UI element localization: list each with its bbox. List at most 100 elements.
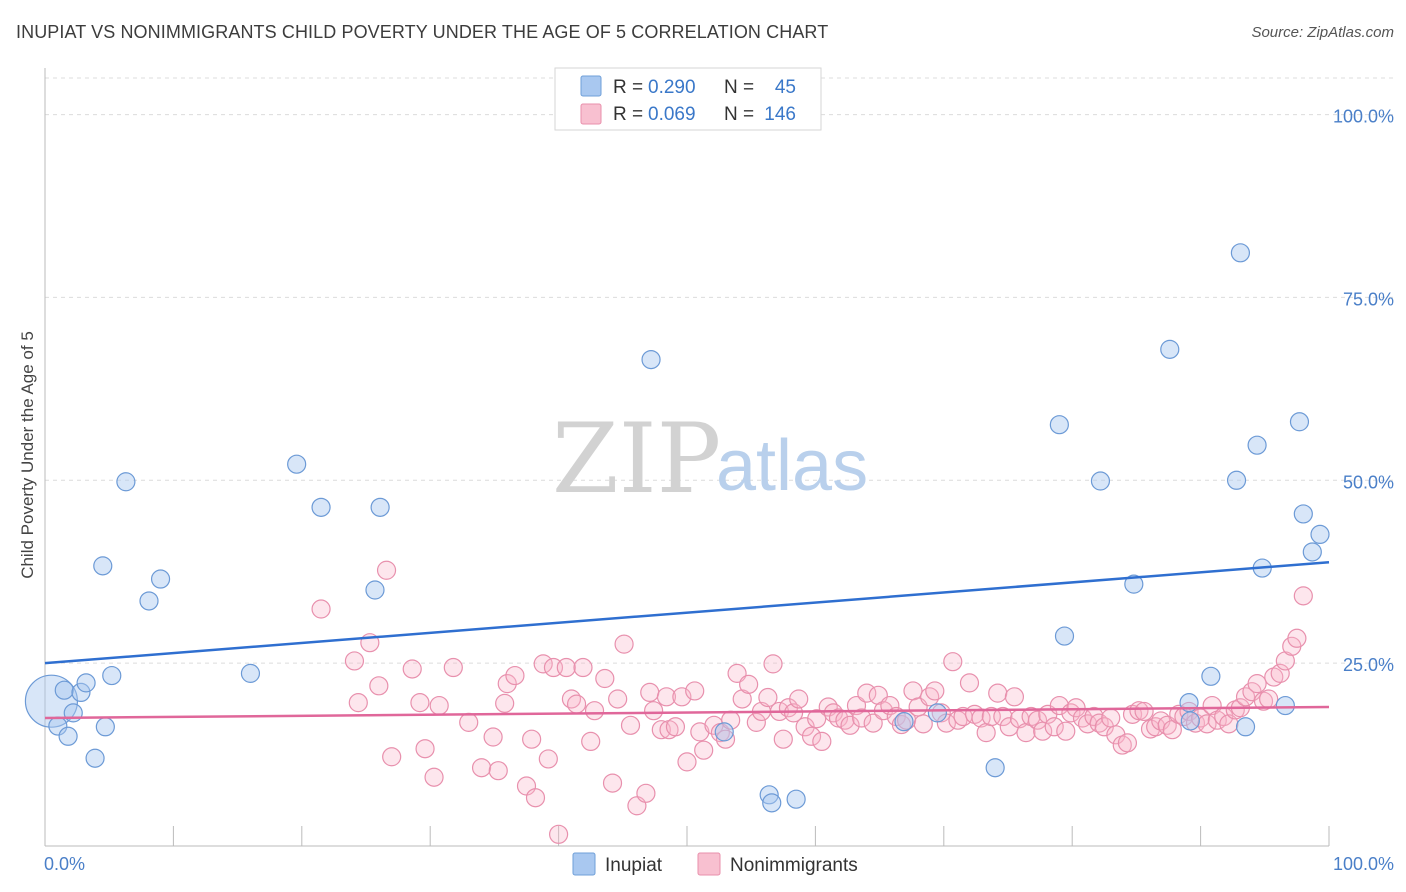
legend-r-label-nonimmigrants: R =: [613, 104, 643, 125]
grid-layer: 25.0% 50.0% 75.0% 100.0%: [45, 77, 1394, 675]
watermark-atlas: atlas: [716, 426, 868, 506]
nonimmigrants-point: [644, 701, 664, 721]
nonimmigrants-point: [608, 689, 628, 709]
nonimmigrants-point: [857, 683, 877, 703]
legend-n-label-nonimmigrants: N =: [724, 104, 754, 125]
nonimmigrants-point: [1293, 586, 1313, 606]
nonimmigrants-point: [1129, 701, 1149, 721]
nonimmigrants-point: [1134, 701, 1154, 722]
y-axis-label: Child Poverty Under the Age of 5: [18, 331, 37, 579]
nonimmigrants-point: [581, 731, 601, 752]
nonimmigrants-point: [694, 740, 714, 760]
nonimmigrants-point: [976, 723, 996, 743]
nonimmigrants-point: [1101, 708, 1121, 728]
inupiat-point: [76, 673, 96, 693]
bottom-legend-inupiat: Inupiat: [605, 855, 663, 876]
inupiat-point: [1124, 574, 1144, 594]
inupiat-point: [1247, 435, 1267, 455]
y-tick-label: 75.0%: [1343, 289, 1394, 309]
nonimmigrants-point: [773, 729, 793, 749]
nonimmigrants-point: [382, 747, 402, 767]
bottom-legend-nonimmigrants: Nonimmigrants: [730, 855, 858, 876]
nonimmigrants-point: [415, 739, 435, 759]
nonimmigrants-point: [999, 717, 1019, 737]
nonimmigrants-point: [863, 713, 883, 733]
trend-lines: [44, 560, 1330, 720]
nonimmigrants-point: [495, 693, 515, 713]
nonimmigrants-point: [1287, 628, 1307, 648]
nonimmigrants-point: [1044, 717, 1064, 737]
nonimmigrants-point: [497, 674, 517, 694]
nonimmigrants-point: [789, 689, 809, 709]
inupiat-point: [287, 454, 307, 474]
nonimmigrants-point: [1027, 710, 1048, 730]
nonimmigrants-point: [925, 681, 945, 701]
nonimmigrants-point: [1084, 706, 1104, 727]
nonimmigrants-point: [959, 673, 980, 693]
inupiat-point: [714, 722, 734, 742]
nonimmigrants-point: [410, 693, 430, 713]
nonimmigrants-point: [429, 695, 449, 716]
inupiat-point: [58, 726, 78, 746]
y-tick-label: 100.0%: [1333, 107, 1394, 127]
nonimmigrants-point: [505, 665, 525, 686]
legend-swatch-nonimmigrants: [580, 103, 602, 125]
inupiat-point: [1180, 711, 1200, 731]
nonimmigrants-point: [715, 729, 736, 749]
watermark: ZIP atlas: [552, 403, 868, 515]
legend-n-label-inupiat: N =: [724, 77, 754, 98]
nonimmigrants-point: [614, 634, 634, 654]
nonimmigrants-point: [522, 729, 542, 749]
nonimmigrants-point: [348, 693, 368, 713]
x-tick-label-max: 100.0%: [1333, 854, 1394, 874]
nonimmigrants-point: [369, 676, 389, 696]
chart-title: INUPIAT VS NONIMMIGRANTS CHILD POVERTY U…: [16, 22, 829, 42]
nonimmigrants-point: [1197, 714, 1217, 734]
nonimmigrants-point: [1004, 687, 1025, 707]
x-tick-label-min: 0.0%: [44, 854, 85, 874]
inupiat-point: [63, 703, 83, 723]
nonimmigrants-point: [656, 687, 677, 707]
nonimmigrants-point: [483, 727, 503, 747]
nonimmigrants-point: [602, 773, 623, 793]
inupiat-point: [1302, 542, 1322, 562]
nonimmigrants-point: [988, 683, 1008, 703]
inupiat-point: [1235, 717, 1256, 737]
inupiat-point: [1201, 666, 1221, 686]
nonimmigrants-point: [548, 824, 569, 844]
nonimmigrants-point: [1089, 713, 1109, 733]
legend-n-value-inupiat: 45: [775, 77, 796, 98]
nonimmigrants-point: [636, 783, 656, 803]
nonimmigrants-point: [556, 657, 576, 678]
nonimmigrants-point: [640, 682, 660, 703]
nonimmigrants-point: [1264, 667, 1284, 687]
inupiat-point: [1090, 471, 1111, 491]
nonimmigrants-point: [920, 687, 940, 707]
nonimmigrants-point: [651, 720, 671, 740]
nonimmigrants-point: [595, 668, 615, 689]
nonimmigrants-point: [443, 657, 463, 678]
nonimmigrants-point: [561, 689, 582, 709]
inupiat-point: [365, 580, 385, 600]
inupiat-point: [93, 556, 113, 576]
nonimmigrants-point: [311, 599, 331, 619]
bottom-legend: Inupiat Nonimmigrants: [572, 852, 858, 876]
nonimmigrants-point: [488, 761, 508, 781]
inupiat-point: [894, 712, 914, 732]
nonimmigrants-point: [566, 694, 587, 714]
nonimmigrants-point: [344, 651, 365, 671]
inupiat-point: [1054, 626, 1075, 646]
inupiat-trend-line: [44, 560, 1330, 665]
inupiat-point: [1226, 470, 1247, 490]
nonimmigrants-point: [573, 657, 593, 678]
inupiat-point: [102, 665, 122, 686]
inupiat-point: [1049, 415, 1069, 435]
y-tick-label: 25.0%: [1343, 655, 1394, 675]
inupiat-point: [370, 497, 390, 517]
inupiat-point: [139, 591, 159, 611]
nonimmigrants-point: [758, 687, 778, 708]
legend-r-value-nonimmigrants: 0.069: [648, 104, 696, 125]
nonimmigrants-point: [584, 701, 605, 721]
nonimmigrants-point: [981, 706, 1001, 727]
